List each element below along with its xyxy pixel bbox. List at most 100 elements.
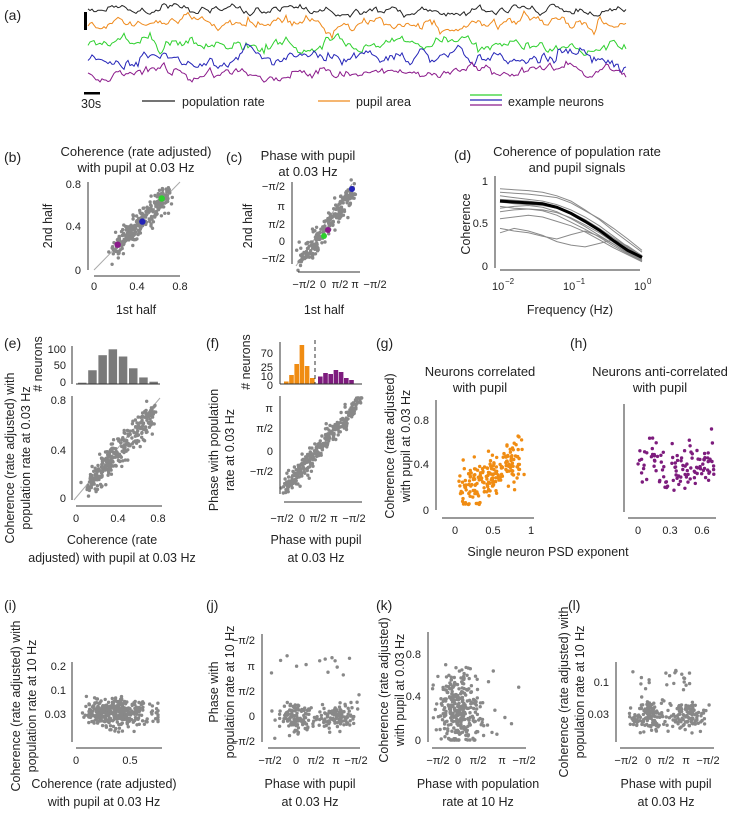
panel-f-point: [311, 452, 315, 456]
panel-k-point: [469, 690, 473, 694]
panel-i-xlabel-line2: with pupil at 0.03 Hz: [47, 795, 161, 809]
panel-j-point: [349, 714, 353, 718]
panel-f-point: [284, 488, 288, 492]
panel-i-point: [108, 724, 113, 728]
panel-j-point: [294, 664, 299, 668]
panel-e-point: [153, 403, 157, 408]
panel-k-point: [439, 737, 443, 741]
panel-e-hist-ytick-50: 50: [54, 360, 66, 372]
panel-i-point: [100, 723, 105, 728]
panel-h-point: [678, 479, 683, 483]
panel-b-point: [142, 206, 146, 210]
panel-c-point: [349, 178, 353, 182]
panel-k-point: [473, 719, 477, 723]
panel-i-point: [94, 701, 99, 705]
panel-l-point: [691, 703, 695, 707]
panel-c-point: [332, 213, 336, 217]
panel-k-xlabel-line2: rate at 10 Hz: [442, 795, 514, 809]
panel-h-point: [707, 471, 711, 475]
panel-l-point: [672, 681, 676, 686]
trace-1: [87, 9, 627, 40]
panel-f-point: [300, 474, 304, 478]
panel-k-point: [448, 681, 452, 685]
panel-i: (i) 0.2 0.1 0.03 0 0.5 Coherence (rate a…: [4, 597, 177, 809]
panel-j-point: [333, 717, 338, 721]
panel-g-ytick-04: 0.4: [414, 459, 429, 471]
panel-j-point: [287, 724, 291, 728]
panel-e-label: (e): [4, 335, 21, 351]
panel-l-point: [682, 676, 687, 681]
panel-g-point: [490, 453, 495, 457]
panel-b-point: [149, 194, 153, 198]
panel-i-xtick-0: 0: [73, 755, 79, 767]
panel-e-hist-bar: [118, 356, 128, 384]
panel-e-point: [141, 438, 145, 442]
panel-d-title-line1: Coherence of population rate: [493, 144, 661, 159]
panel-e-point: [154, 410, 158, 414]
panel-j-point: [304, 722, 309, 726]
panel-e-point: [120, 464, 124, 469]
panel-b-point: [157, 200, 162, 205]
panel-g-point: [464, 488, 468, 492]
panel-e-point: [140, 431, 144, 435]
panel-g-title-line2: with pupil: [452, 380, 507, 395]
panel-g-point: [461, 496, 465, 501]
panel-j-point: [317, 717, 322, 722]
panel-f-point: [332, 425, 337, 429]
panel-e-point: [137, 439, 141, 443]
panel-l-point: [645, 705, 650, 710]
panel-i-point: [137, 722, 141, 726]
panel-e-point: [110, 446, 114, 450]
panel-e-hist-bar: [108, 349, 118, 384]
panel-g-point: [458, 484, 462, 488]
panel-b-point: [144, 213, 148, 217]
panel-f-point: [350, 409, 354, 414]
panel-b-point: [116, 256, 121, 260]
panel-g-point: [474, 501, 478, 506]
panel-h-point: [711, 467, 716, 472]
panel-j-label: (j): [206, 597, 218, 613]
panel-b-point: [127, 237, 132, 241]
panel-e-point: [86, 483, 90, 488]
panel-i-point: [135, 706, 140, 710]
panel-i-point: [126, 725, 130, 729]
panel-k-point: [475, 687, 480, 692]
panel-g-point: [506, 484, 511, 488]
panel-d-series-s10: [499, 227, 643, 262]
panel-l-point: [628, 706, 633, 710]
panel-j-point: [328, 730, 332, 734]
panel-h-point: [645, 477, 649, 482]
panel-b-point: [151, 220, 156, 224]
panel-j-point: [288, 718, 292, 722]
panel-c-axes: [291, 182, 360, 273]
panel-l-point: [664, 671, 668, 675]
panel-k-point: [462, 727, 466, 731]
panel-j-point: [292, 714, 297, 718]
panel-j-point: [303, 716, 308, 720]
panel-b-point: [121, 239, 126, 243]
panel-f-point: [286, 475, 291, 479]
panel-k-point: [479, 723, 483, 727]
panel-e-point: [135, 421, 139, 425]
panel-b-point: [149, 204, 153, 208]
panel-i-point: [87, 702, 91, 706]
panel-h-point: [702, 458, 706, 462]
panel-j-point: [295, 711, 299, 715]
panel-b-point: [149, 214, 154, 219]
panel-c-point: [320, 241, 324, 245]
panel-j-point: [349, 700, 353, 705]
panel-f-point: [335, 422, 339, 427]
panel-j-points: [269, 654, 361, 740]
panel-j-ytick-bottom: −π/2: [232, 736, 255, 748]
panel-h-point: [683, 472, 687, 477]
panel-k-point: [475, 707, 479, 711]
panel-d-axes: [494, 176, 640, 271]
panel-f-point: [333, 428, 337, 432]
panel-c-point: [333, 196, 337, 200]
panel-g-xtick-05: 0.5: [485, 525, 500, 537]
panel-k-point: [452, 698, 456, 703]
panel-j-point: [330, 656, 334, 660]
panel-b-xtick-0: 0: [91, 281, 97, 293]
panel-k-xtick-1: 0: [455, 755, 461, 767]
panel-k-point: [493, 708, 497, 712]
